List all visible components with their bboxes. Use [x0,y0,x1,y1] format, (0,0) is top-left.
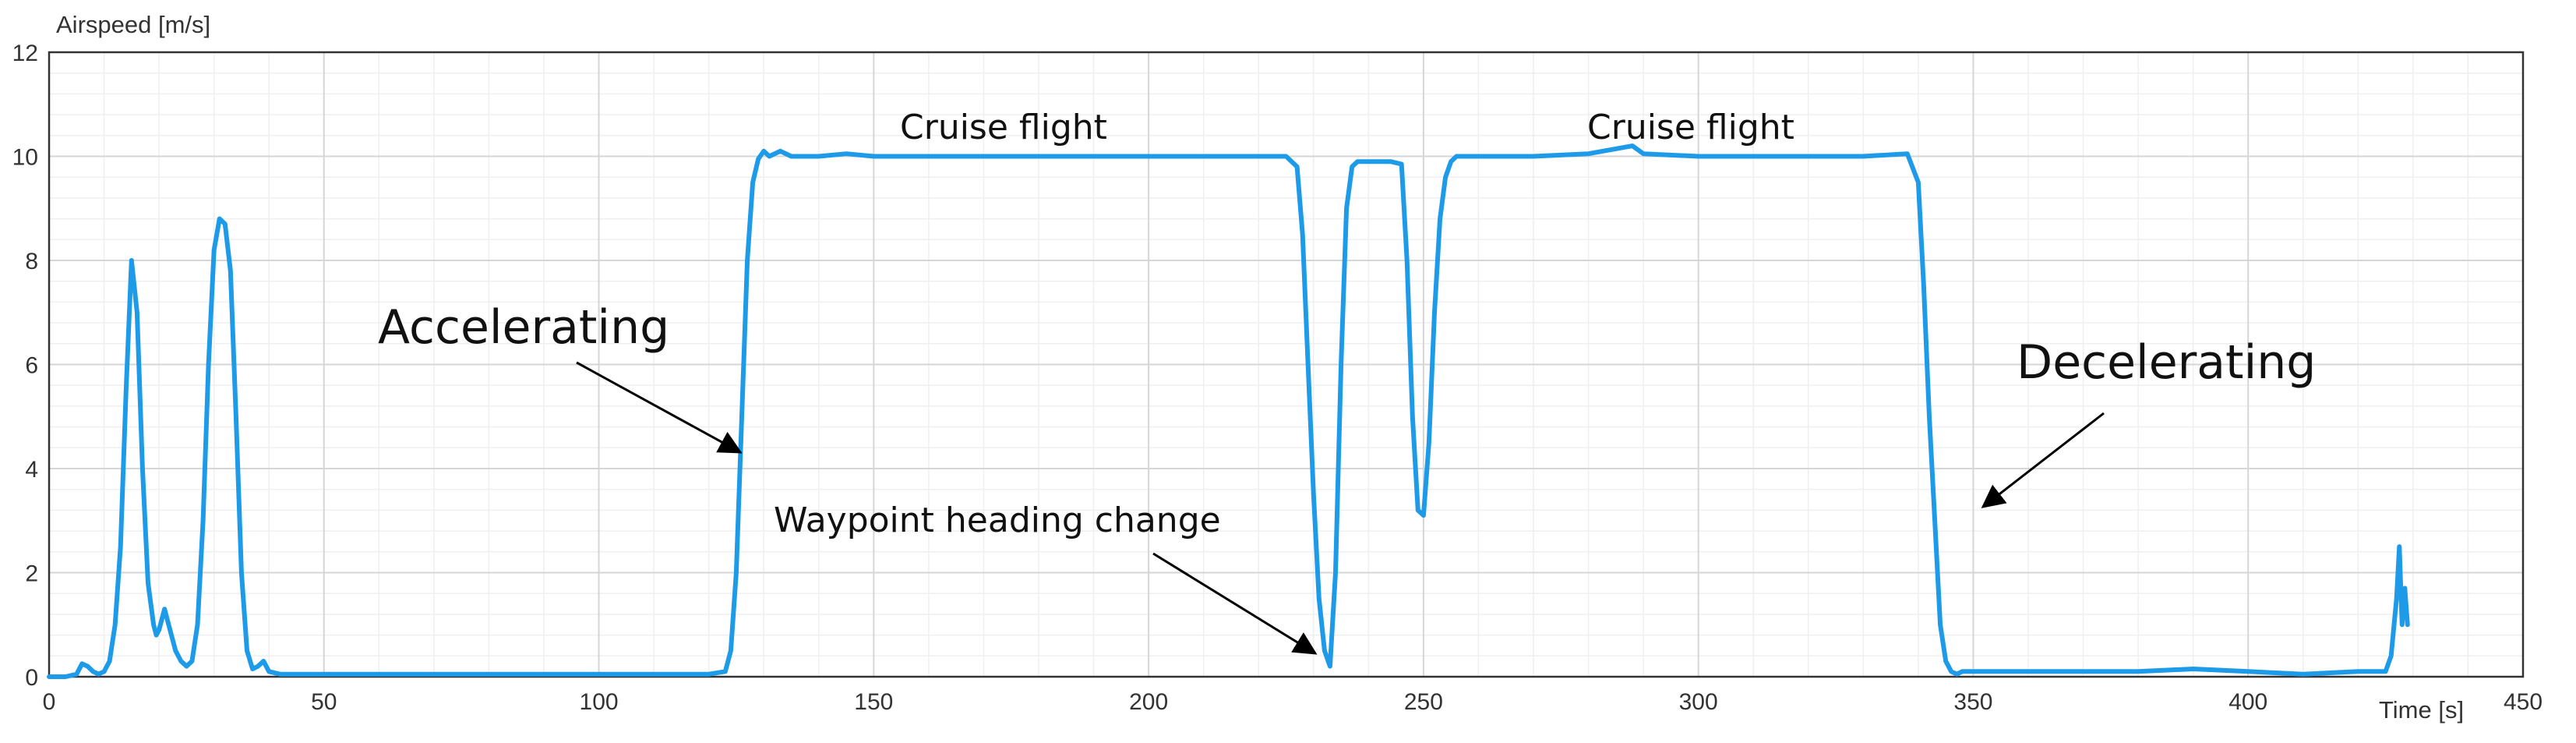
x-tick-label: 300 [1679,689,1718,715]
x-tick-label: 450 [2504,689,2542,715]
x-axis-label: Time [s] [2379,696,2464,724]
x-tick-label: 350 [1953,689,1992,715]
annotation-accelerating-arrow [576,361,743,454]
y-tick-label: 0 [25,665,38,691]
x-tick-labels: 0 50 100 150 200 250 300 350 400 450 [43,689,2542,715]
x-tick-label: 0 [43,689,56,715]
y-tick-label: 12 [12,41,38,66]
annotation-waypoint-text: Waypoint heading change [774,501,1221,540]
y-tick-label: 8 [25,249,38,274]
y-tick-label: 6 [25,353,38,379]
y-tick-label: 4 [25,457,38,483]
airspeed-series-line [47,143,2410,679]
xlabel-background [2373,686,2475,722]
x-tick-label: 250 [1404,689,1443,715]
y-tick-label: 2 [25,561,38,587]
annotation-decelerating-arrow [1981,412,2105,508]
plot-frame [48,51,2525,678]
y-tick-labels: 0 2 4 6 8 10 12 [12,41,38,691]
annotation-cruise-flight-2: Cruise flight [1587,108,1794,147]
y-tick-label: 10 [12,145,38,171]
annotation-accelerating: Accelerating [378,300,743,454]
x-tick-label: 50 [311,689,337,715]
y-axis-label: Airspeed [m/s] [56,11,210,38]
annotation-accelerating-text: Accelerating [378,300,669,355]
x-tick-label: 400 [2228,689,2267,715]
x-tick-label: 100 [580,689,619,715]
x-tick-label: 200 [1129,689,1168,715]
x-tick-label: 150 [854,689,893,715]
annotation-decelerating-text: Decelerating [2017,335,2316,390]
annotation-decelerating: Decelerating [1981,335,2316,508]
annotation-waypoint-arrow [1152,552,1318,655]
annotation-cruise-flight-1: Cruise flight [900,108,1107,147]
annotation-waypoint: Waypoint heading change [774,501,1318,655]
